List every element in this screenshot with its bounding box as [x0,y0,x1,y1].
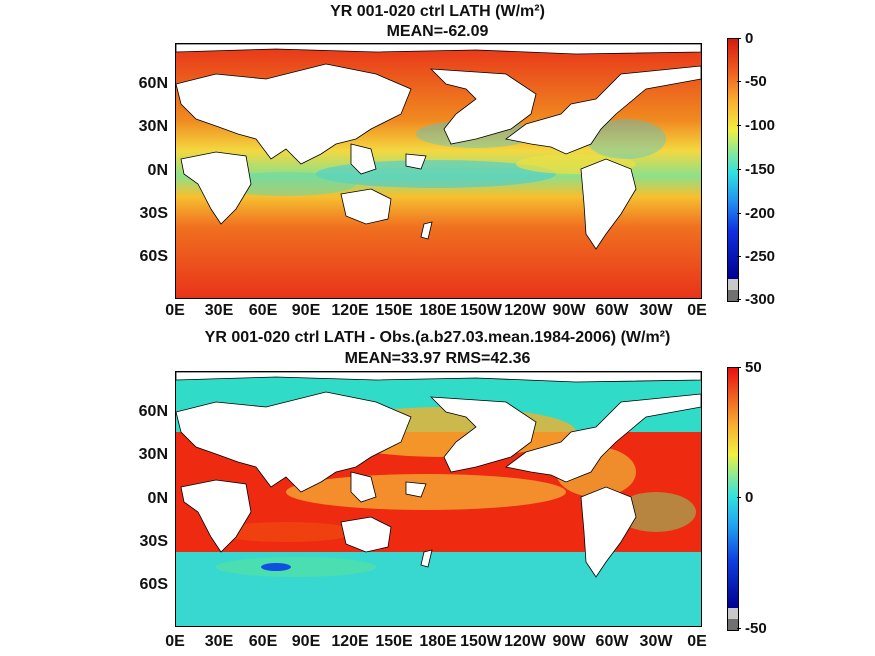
colorbar-1-tick-label: -200 [745,205,776,222]
lat-label-0n: 0N [147,162,168,179]
lon-label: 90E [291,633,321,650]
lon-label: 150E [375,633,413,650]
colorbar-2 [727,367,739,631]
lon-label: 0E [165,302,185,319]
map-panel-2 [175,371,702,627]
lon-label: 120E [331,633,369,650]
lon-label: 180E [419,302,457,319]
lon-label: 60W [595,633,629,650]
colorbar-1-tick-label: -50 [745,73,767,90]
panel1-title: YR 001-020 ctrl LATH (W/m²) [330,3,545,20]
lat-label-60n: 60N [138,403,168,420]
lon-label: 120W [504,633,546,650]
lon-label: 120E [331,302,369,319]
colorbar-1-tick-label: 0 [745,30,754,47]
lat-label-0n: 0N [147,490,168,507]
panel1-subtitle: MEAN=-62.09 [386,23,489,40]
lon-label: 30E [204,302,234,319]
lon-label: 60E [248,633,278,650]
lon-label: 0E [165,633,185,650]
lon-label: 60E [248,302,278,319]
lat-label-60s: 60S [139,248,168,265]
colorbar-1-tick-label: -250 [745,248,776,265]
lon-label: 0E [687,302,707,319]
colorbar-2-tick-label: -50 [745,620,767,637]
lon-label: 30W [639,633,673,650]
lon-label: 90W [552,633,586,650]
panel2-title: YR 001-020 ctrl LATH - Obs.(a.b27.03.mea… [204,329,671,346]
lat-label-30s: 30S [139,533,168,550]
lon-label: 0E [687,633,707,650]
lat-label-30n: 30N [138,118,168,135]
colorbar-2-tick-label: 50 [745,359,762,376]
world-map-1 [176,44,701,298]
lat-label-30s: 30S [139,205,168,222]
lon-label: 120W [504,302,546,319]
panel2-subtitle: MEAN=33.97 RMS=42.36 [344,350,531,367]
lon-label: 150E [375,302,413,319]
world-map-2 [176,372,701,626]
lon-label: 90E [291,302,321,319]
lon-label: 180E [419,633,457,650]
lat-label-30n: 30N [138,446,168,463]
lon-label: 30W [639,302,673,319]
lon-label: 30E [204,633,234,650]
colorbar-1-tick-label: -100 [745,117,776,134]
colorbar-1 [727,38,739,302]
lat-label-60s: 60S [139,576,168,593]
colorbar-1-tick-label: -150 [745,161,776,178]
lon-label: 150W [460,633,502,650]
lon-label: 150W [460,302,502,319]
colorbar-2-tick-label: 0 [745,489,754,506]
lon-label: 90W [552,302,586,319]
map-panel-1 [175,43,702,299]
lon-label: 60W [595,302,629,319]
lat-label-60n: 60N [138,75,168,92]
colorbar-1-tick-label: -300 [745,291,776,308]
